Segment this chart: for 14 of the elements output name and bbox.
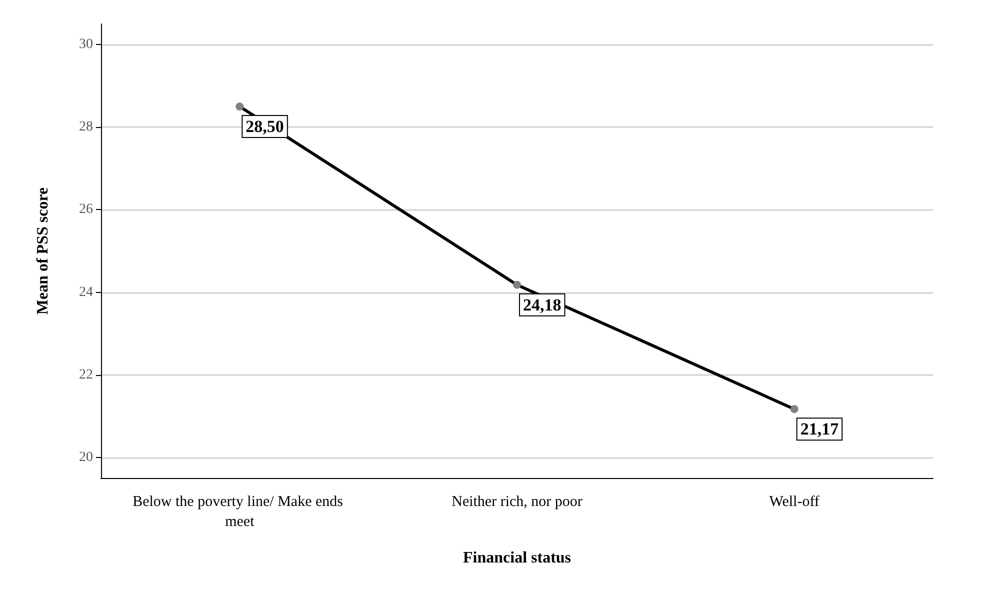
y-axis-title: Mean of PSS score [34, 187, 52, 315]
data-label: 21,17 [800, 420, 840, 439]
x-tick-label: Neither rich, nor poor [452, 494, 582, 510]
y-tick-label: 26 [79, 202, 93, 218]
x-tick-label: Well-off [769, 494, 820, 510]
x-axis-title: Financial status [462, 550, 572, 566]
data-label: 24,18 [523, 295, 562, 314]
y-tick-label: 30 [79, 37, 93, 52]
y-tick-label: 24 [79, 284, 93, 300]
y-tick-label: 20 [79, 450, 93, 465]
x-tick-label: Below the poverty line/ Make ends meet [132, 494, 347, 530]
y-tick-label: 28 [79, 120, 93, 135]
data-label: 28,50 [246, 117, 284, 136]
y-tick-label: 22 [79, 367, 93, 382]
